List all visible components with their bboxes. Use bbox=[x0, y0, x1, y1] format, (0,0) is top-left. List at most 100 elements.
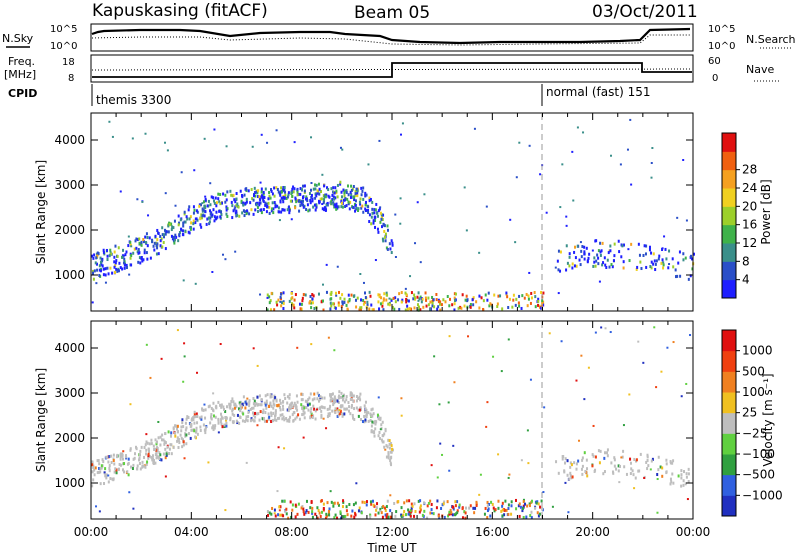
range-gate-cell bbox=[272, 399, 275, 403]
range-gate-cell bbox=[405, 293, 408, 297]
range-gate-cell bbox=[427, 501, 430, 505]
range-gate-cell bbox=[381, 515, 384, 519]
range-gate-cell bbox=[248, 400, 251, 404]
range-gate-cell bbox=[143, 455, 146, 459]
range-gate-cell bbox=[241, 211, 244, 215]
range-gate-cell bbox=[113, 255, 116, 259]
range-gate-cell bbox=[368, 196, 371, 200]
range-gate-cell bbox=[652, 252, 655, 256]
range-gate-cell bbox=[416, 201, 419, 204]
range-gate-cell bbox=[98, 466, 101, 470]
range-gate-cell bbox=[176, 427, 179, 431]
range-gate-cell bbox=[351, 393, 354, 397]
range-gate-cell bbox=[399, 197, 402, 200]
cpid-segment-1: themis 3300 bbox=[96, 93, 171, 107]
range-gate-cell bbox=[377, 511, 380, 515]
range-gate-cell bbox=[295, 415, 298, 419]
range-gate-cell bbox=[682, 479, 685, 483]
range-gate-cell bbox=[325, 514, 328, 518]
range-gate-cell bbox=[337, 290, 340, 294]
range-gate-cell bbox=[213, 426, 216, 430]
range-gate-cell bbox=[359, 197, 362, 201]
range-gate-cell bbox=[280, 190, 283, 194]
range-gate-cell bbox=[338, 390, 341, 394]
range-gate-cell bbox=[325, 290, 328, 294]
range-gate-cell bbox=[287, 206, 290, 210]
range-gate-cell bbox=[211, 270, 214, 273]
range-gate-cell bbox=[651, 147, 654, 150]
range-gate-cell bbox=[645, 460, 648, 464]
range-gate-cell bbox=[431, 295, 434, 299]
range-gate-cell bbox=[414, 297, 417, 301]
range-gate-cell bbox=[660, 261, 663, 265]
range-gate-cell bbox=[328, 195, 331, 199]
range-gate-cell bbox=[372, 308, 375, 312]
range-gate-cell bbox=[376, 502, 379, 506]
range-gate-cell bbox=[367, 163, 370, 166]
range-gate-cell bbox=[117, 467, 120, 471]
range-gate-cell bbox=[258, 394, 261, 398]
range-gate-cell bbox=[431, 304, 434, 308]
range-gate-cell bbox=[231, 407, 234, 411]
range-gate-cell bbox=[591, 464, 594, 468]
range-gate-cell bbox=[348, 207, 351, 211]
range-gate-cell bbox=[310, 195, 313, 199]
range-gate-cell bbox=[493, 509, 496, 513]
range-gate-cell bbox=[333, 305, 336, 309]
range-gate-cell bbox=[258, 195, 261, 199]
range-gate-cell bbox=[365, 193, 368, 197]
range-gate-cell bbox=[301, 199, 304, 203]
range-gate-cell bbox=[668, 249, 671, 253]
range-gate-cell bbox=[376, 227, 379, 231]
range-gate-cell bbox=[377, 300, 380, 304]
range-gate-cell bbox=[340, 195, 343, 199]
range-gate-cell bbox=[339, 405, 342, 409]
range-gate-cell bbox=[343, 194, 346, 198]
range-gate-cell bbox=[332, 504, 335, 508]
range-gate-cell bbox=[168, 447, 171, 451]
range-gate-cell bbox=[283, 418, 286, 422]
range-gate-cell bbox=[537, 299, 540, 303]
range-gate-cell bbox=[568, 255, 571, 259]
range-gate-cell bbox=[302, 507, 305, 511]
range-gate-cell bbox=[505, 291, 508, 295]
range-gate-cell bbox=[229, 416, 232, 420]
range-gate-cell bbox=[342, 188, 345, 192]
range-gate-cell bbox=[400, 414, 403, 417]
range-gate-cell bbox=[138, 256, 141, 260]
range-gate-cell bbox=[244, 400, 247, 404]
range-gate-cell bbox=[648, 245, 651, 249]
range-gate-cell bbox=[192, 205, 195, 209]
range-gate-cell bbox=[386, 445, 389, 449]
range-gate-cell bbox=[383, 445, 386, 449]
range-gate-cell bbox=[359, 306, 362, 310]
range-gate-cell bbox=[628, 259, 631, 263]
range-gate-cell bbox=[155, 244, 158, 248]
range-gate-cell bbox=[195, 412, 198, 416]
range-gate-cell bbox=[279, 398, 282, 402]
range-gate-cell bbox=[178, 441, 181, 445]
range-gate-cell bbox=[345, 190, 348, 194]
range-gate-cell bbox=[201, 207, 204, 211]
range-gate-cell bbox=[154, 447, 157, 451]
range-gate-cell bbox=[178, 221, 181, 225]
range-gate-cell bbox=[264, 403, 267, 407]
range-gate-cell bbox=[354, 511, 357, 515]
range-gate-cell bbox=[359, 418, 362, 422]
range-gate-cell bbox=[249, 201, 252, 205]
range-gate-cell bbox=[287, 193, 290, 197]
range-gate-cell bbox=[114, 264, 117, 268]
range-gate-cell bbox=[308, 396, 311, 400]
range-gate-cell bbox=[367, 411, 370, 415]
range-gate-cell bbox=[217, 400, 220, 404]
range-gate-cell bbox=[315, 183, 318, 187]
range-gate-cell bbox=[215, 201, 218, 205]
range-gate-cell bbox=[238, 401, 241, 405]
range-gate-cell bbox=[691, 267, 694, 271]
range-gate-cell bbox=[569, 461, 572, 465]
range-gate-cell bbox=[275, 418, 278, 422]
range-gate-cell bbox=[262, 192, 265, 196]
range-gate-cell bbox=[219, 202, 222, 206]
range-gate-cell bbox=[369, 418, 372, 422]
range-gate-cell bbox=[410, 291, 413, 295]
